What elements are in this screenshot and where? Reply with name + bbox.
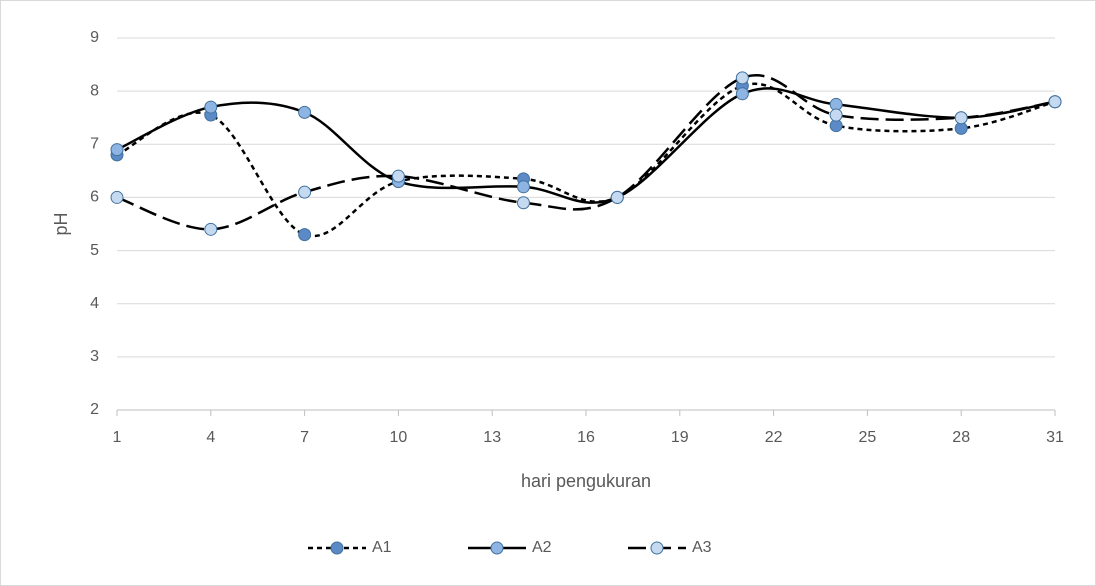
y-tick-label: 3 bbox=[90, 348, 99, 365]
data-point bbox=[516, 180, 530, 194]
series-line bbox=[116, 74, 1056, 231]
data-point bbox=[391, 169, 405, 183]
data-point bbox=[735, 87, 749, 101]
x-tick-label: 10 bbox=[390, 429, 408, 446]
data-point bbox=[110, 190, 124, 204]
data-point bbox=[298, 228, 312, 242]
x-tick-label: 25 bbox=[859, 429, 877, 446]
y-tick-label: 5 bbox=[90, 242, 99, 259]
data-point bbox=[298, 185, 312, 199]
legend-label: A2 bbox=[532, 539, 552, 556]
y-tick-label: 2 bbox=[90, 401, 99, 418]
data-point bbox=[204, 100, 218, 114]
y-tick-label: 4 bbox=[90, 295, 99, 312]
legend-label: A3 bbox=[692, 539, 712, 556]
y-tick-label: 7 bbox=[90, 136, 99, 153]
x-tick-label: 22 bbox=[765, 429, 783, 446]
y-tick-label: 8 bbox=[90, 82, 99, 99]
x-tick-label: 19 bbox=[671, 429, 689, 446]
series-line bbox=[116, 82, 1056, 238]
data-point bbox=[610, 190, 624, 204]
y-tick-label: 9 bbox=[90, 29, 99, 46]
x-tick-label: 13 bbox=[483, 429, 501, 446]
data-point bbox=[954, 111, 968, 125]
x-tick-label: 28 bbox=[952, 429, 970, 446]
data-point bbox=[204, 222, 218, 236]
y-tick-label: 6 bbox=[90, 189, 99, 206]
x-tick-label: 31 bbox=[1046, 429, 1064, 446]
y-axis-label: pH bbox=[51, 212, 71, 235]
x-tick-label: 4 bbox=[206, 429, 215, 446]
x-axis-label: hari pengukuran bbox=[521, 471, 651, 491]
legend-marker bbox=[650, 541, 664, 555]
data-point bbox=[516, 196, 530, 210]
x-tick-label: 7 bbox=[300, 429, 309, 446]
data-point bbox=[298, 105, 312, 119]
data-point bbox=[829, 108, 843, 122]
legend-marker bbox=[330, 541, 344, 555]
legend-marker bbox=[490, 541, 504, 555]
x-tick-label: 1 bbox=[113, 429, 122, 446]
data-point bbox=[735, 71, 749, 85]
series-line bbox=[116, 87, 1056, 204]
legend-label: A1 bbox=[372, 539, 392, 556]
x-tick-label: 16 bbox=[577, 429, 595, 446]
data-point bbox=[110, 143, 124, 157]
data-point bbox=[1048, 95, 1062, 109]
